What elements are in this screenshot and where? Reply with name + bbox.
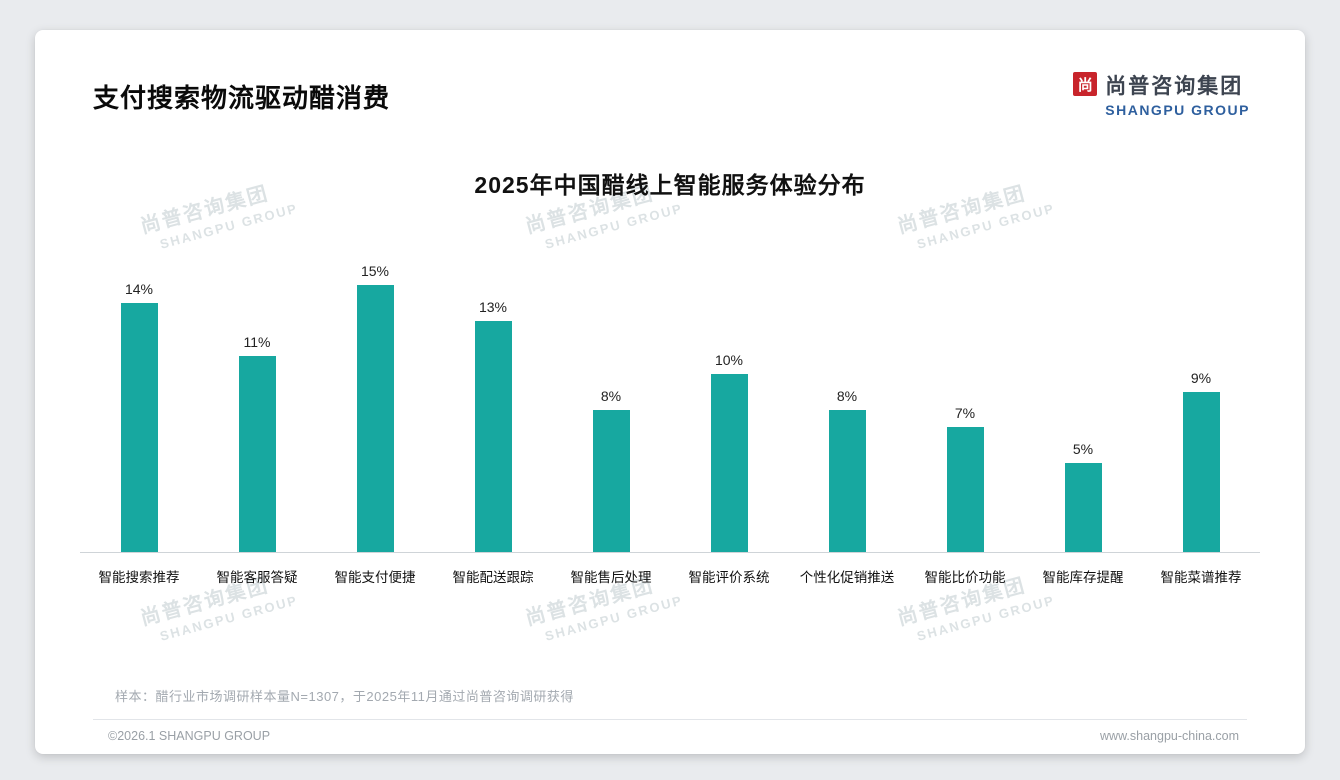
bar <box>946 427 984 552</box>
bar-group: 13% <box>434 258 552 552</box>
footer-divider <box>93 719 1247 720</box>
bar <box>120 302 158 552</box>
bar-category-label: 个性化促销推送 <box>799 570 895 585</box>
bar <box>1064 463 1102 552</box>
logo-text: 尚普咨询集团 SHANGPU GROUP <box>1105 70 1250 118</box>
bar-value-label: 10% <box>714 352 744 368</box>
bar-category-label: 智能配送跟踪 <box>452 570 534 585</box>
bar-category-label: 智能客服答疑 <box>216 570 298 585</box>
bar <box>828 409 866 552</box>
bar-group: 14% <box>80 258 198 552</box>
bar-value-label: 14% <box>124 280 154 297</box>
bar-value-label: 8% <box>836 387 858 404</box>
bar-group: 8% <box>552 258 670 552</box>
chart-plot: 14% 11% 15% 13% 8% 10% 8% 7% 5% 9% <box>80 258 1260 553</box>
bar-value-label: 5% <box>1072 441 1094 457</box>
bar-category-label: 智能售后处理 <box>570 570 652 585</box>
bar <box>474 320 512 552</box>
footer-website: www.shangpu-china.com <box>1100 729 1239 743</box>
bar-group: 9% <box>1142 258 1260 552</box>
slide-card: 尚普咨询集团 SHANGPU GROUP 尚普咨询集团 SHANGPU GROU… <box>35 30 1305 754</box>
chart-categories: 智能搜索推荐 智能客服答疑 智能支付便捷 智能配送跟踪 智能售后处理 智能评价系统 个性化促… <box>80 553 1260 586</box>
bar-value-label: 11% <box>243 334 271 351</box>
bar-category-label: 智能比价功能 <box>924 570 1006 585</box>
footer-copyright: ©2026.1 SHANGPU GROUP <box>108 729 271 743</box>
bar-value-label: 8% <box>600 387 622 404</box>
bar <box>1182 391 1220 552</box>
company-logo: 尚 尚普咨询集团 SHANGPU GROUP <box>1073 70 1250 118</box>
bar-category-label: 智能评价系统 <box>688 570 770 585</box>
bar-value-label: 13% <box>478 298 508 315</box>
bar-value-label: 9% <box>1190 369 1212 386</box>
bar-group: 5% <box>1024 258 1142 552</box>
sample-note: 样本：醋行业市场调研样本量N=1307，于2025年11月通过尚普咨询调研获得 <box>115 689 574 704</box>
bar-category-label: 智能支付便捷 <box>334 570 416 585</box>
page-title: 支付搜索物流驱动醋消费 <box>93 83 391 113</box>
bar <box>592 409 630 552</box>
bar-value-label: 15% <box>360 263 390 279</box>
bar-group: 11% <box>198 258 316 552</box>
bar-category-label: 智能库存提醒 <box>1042 570 1124 585</box>
bar-group: 10% <box>670 258 788 552</box>
header: 支付搜索物流驱动醋消费 尚 尚普咨询集团 SHANGPU GROUP <box>35 30 1305 118</box>
bar-category-label: 智能搜索推荐 <box>98 570 180 585</box>
bar-value-label: 7% <box>954 405 976 422</box>
bar <box>710 374 748 552</box>
bar <box>238 356 276 552</box>
logo-name-cn: 尚普咨询集团 <box>1105 75 1244 98</box>
bar <box>356 285 394 552</box>
chart-title: 2025年中国醋线上智能服务体验分布 <box>474 172 866 198</box>
logo-name-en: SHANGPU GROUP <box>1105 102 1250 118</box>
bar-group: 15% <box>316 258 434 552</box>
logo-mark-icon: 尚 <box>1073 72 1098 96</box>
bar-group: 7% <box>906 258 1024 552</box>
footer: ©2026.1 SHANGPU GROUP www.shangpu-china.… <box>35 720 1305 743</box>
bar-group: 8% <box>788 258 906 552</box>
bar-category-label: 智能菜谱推荐 <box>1160 570 1242 585</box>
